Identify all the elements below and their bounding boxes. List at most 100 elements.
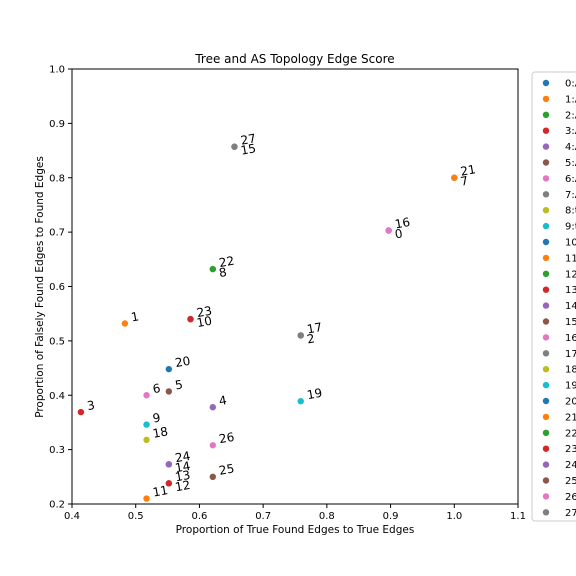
point-label-10: 10 bbox=[196, 314, 213, 330]
data-point-19 bbox=[297, 398, 304, 405]
data-point-13 bbox=[165, 480, 173, 487]
x-tick-label: 0.5 bbox=[128, 511, 144, 522]
y-tick-label: 0.9 bbox=[49, 119, 65, 130]
legend-marker bbox=[542, 397, 550, 405]
data-point-24 bbox=[165, 461, 173, 468]
point-label-11: 11 bbox=[152, 483, 169, 499]
legend-box bbox=[531, 71, 576, 522]
legend-marker bbox=[542, 429, 550, 436]
chart-title: Tree and AS Topology Edge Score bbox=[194, 52, 394, 66]
legend-marker bbox=[542, 509, 550, 516]
x-tick-label: 1.0 bbox=[446, 511, 462, 522]
y-tick-label: 0.6 bbox=[49, 282, 65, 293]
y-axis: 0.2 0.3 0.4 0.5 0.6 0.7 0.8 0.9 1.0 bbox=[49, 65, 72, 511]
x-tick-label: 0.8 bbox=[319, 511, 335, 522]
data-point-11 bbox=[143, 495, 150, 502]
legend-marker bbox=[542, 445, 550, 452]
data-point-25 bbox=[209, 473, 217, 481]
legend-entry: 12 bbox=[565, 269, 576, 280]
data-point-9 bbox=[143, 421, 150, 428]
legend-marker bbox=[542, 159, 550, 166]
data-point-5 bbox=[165, 388, 173, 395]
legend-entry: 19 bbox=[565, 381, 576, 392]
legend-marker bbox=[542, 286, 550, 293]
data-point-6 bbox=[143, 392, 150, 399]
legend-entry: 22 bbox=[565, 428, 576, 439]
legend-entry: 4:A bbox=[565, 142, 576, 153]
point-label-7: 7 bbox=[459, 174, 469, 189]
legend-marker bbox=[542, 222, 550, 230]
point-label-21: 21 bbox=[459, 162, 476, 178]
point-label-16: 16 bbox=[394, 215, 411, 231]
legend-marker bbox=[542, 477, 550, 484]
legend: 0:A 1:A 2:A 3:A 4:A 5:A 6:A 7:A 8:t 9:t 10 11 12 13 14… bbox=[531, 71, 576, 522]
point-label-9: 9 bbox=[152, 410, 162, 425]
legend-marker bbox=[542, 350, 550, 357]
legend-marker bbox=[542, 318, 550, 325]
point-label-14: 14 bbox=[174, 459, 191, 475]
data-point-18 bbox=[143, 436, 150, 444]
legend-entry: 18 bbox=[565, 365, 576, 376]
legend-entry: 21 bbox=[565, 412, 576, 423]
point-label-26: 26 bbox=[218, 430, 235, 446]
point-label-17: 17 bbox=[306, 320, 323, 336]
point-label-15: 15 bbox=[240, 141, 257, 157]
x-tick-label: 0.4 bbox=[64, 511, 80, 522]
x-axis: 0.4 0.5 0.6 0.7 0.8 0.9 1.0 1.1 bbox=[64, 504, 526, 522]
legend-marker bbox=[542, 79, 550, 87]
legend-entry: 23 bbox=[565, 444, 576, 455]
legend-entry: 6:A bbox=[565, 174, 576, 185]
point-label-2: 2 bbox=[306, 331, 316, 346]
point-label-19: 19 bbox=[306, 386, 323, 402]
y-tick-label: 0.7 bbox=[49, 228, 65, 239]
y-tick-label: 0.2 bbox=[49, 500, 65, 511]
data-point-27 bbox=[231, 143, 238, 150]
data-point-17 bbox=[297, 332, 304, 339]
x-tick-label: 0.6 bbox=[191, 511, 207, 522]
point-label-18: 18 bbox=[152, 424, 169, 440]
legend-marker bbox=[542, 493, 550, 500]
data-point-4 bbox=[209, 404, 217, 411]
y-tick-label: 0.4 bbox=[49, 391, 65, 402]
point-label-23: 23 bbox=[196, 304, 213, 320]
y-tick-label: 0.8 bbox=[49, 173, 65, 184]
y-tick-label: 0.5 bbox=[49, 336, 65, 347]
data-point-20 bbox=[165, 365, 173, 373]
data-point-1 bbox=[121, 320, 129, 327]
legend-marker bbox=[542, 381, 550, 389]
x-axis-title: Proportion of True Found Edges to True E… bbox=[176, 524, 415, 536]
point-label-27: 27 bbox=[240, 131, 257, 147]
legend-entry: 17 bbox=[565, 349, 576, 360]
legend-entry: 5:A bbox=[565, 158, 576, 169]
point-label-1: 1 bbox=[130, 309, 140, 324]
legend-marker bbox=[542, 207, 550, 214]
legend-marker bbox=[542, 95, 550, 103]
legend-entry: 25 bbox=[565, 476, 576, 487]
point-label-25: 25 bbox=[218, 461, 235, 477]
legend-marker bbox=[542, 143, 550, 150]
legend-marker bbox=[542, 111, 550, 119]
legend-marker bbox=[542, 413, 550, 421]
data-point-16 bbox=[385, 227, 392, 234]
data-point-22 bbox=[209, 265, 217, 273]
legend-marker bbox=[542, 334, 550, 341]
legend-marker bbox=[542, 254, 550, 262]
legend-marker bbox=[542, 366, 550, 373]
legend-entry: 3:A bbox=[565, 126, 576, 137]
point-label-22: 22 bbox=[218, 254, 235, 270]
data-point-23 bbox=[187, 315, 194, 323]
legend-marker bbox=[542, 270, 550, 277]
point-label-24: 24 bbox=[174, 449, 191, 465]
data-point-26 bbox=[209, 442, 217, 449]
legend-marker bbox=[542, 238, 550, 246]
legend-entry: 27 bbox=[565, 508, 576, 519]
legend-entry: 14 bbox=[565, 301, 576, 312]
plot-frame bbox=[71, 68, 519, 505]
y-axis-title: Proportion of Falsely Found Edges to Fou… bbox=[34, 156, 46, 418]
legend-entry: 26 bbox=[565, 492, 576, 503]
legend-marker bbox=[542, 175, 550, 182]
legend-entry: 8:t bbox=[565, 206, 576, 217]
x-tick-label: 0.7 bbox=[255, 511, 271, 522]
